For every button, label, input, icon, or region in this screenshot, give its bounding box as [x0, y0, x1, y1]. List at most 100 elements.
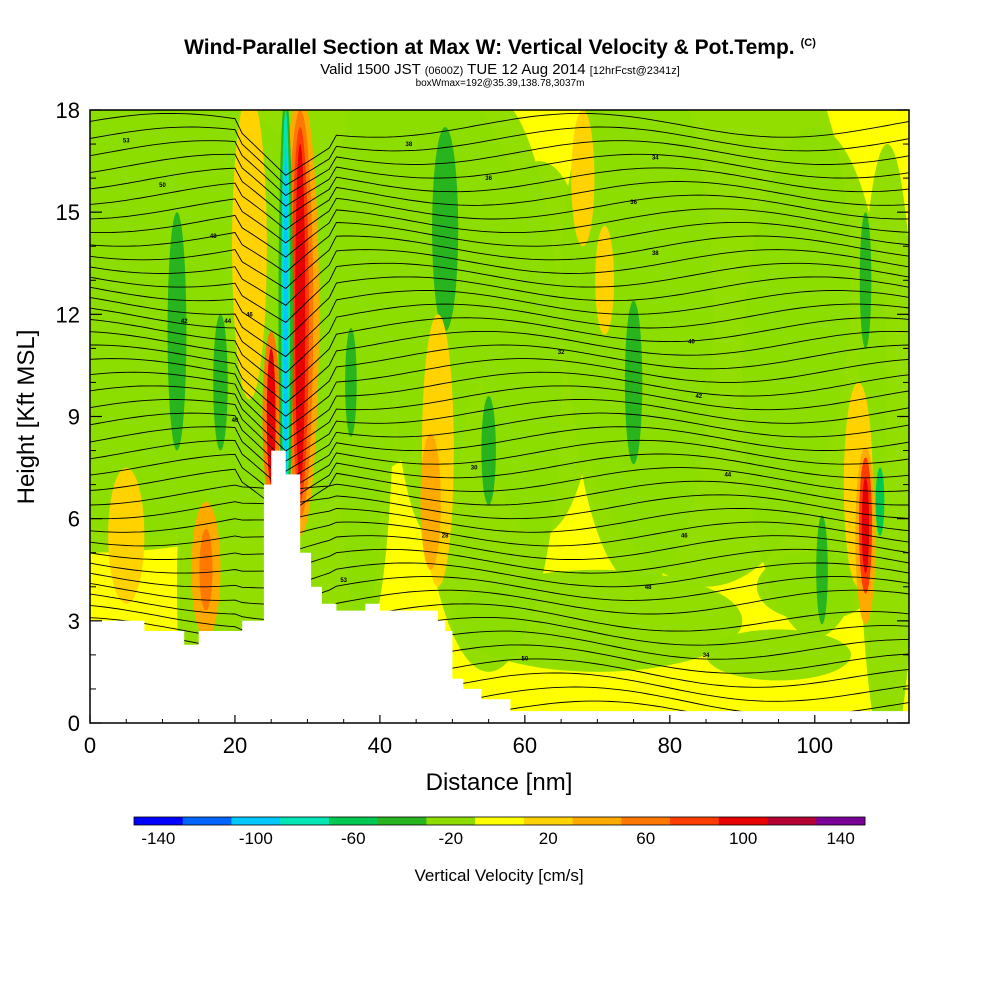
couplet-core	[266, 348, 276, 485]
theta-contour-line	[90, 548, 909, 574]
couplet-core	[875, 467, 885, 536]
colorbar-label: Vertical Velocity [cm/s]	[414, 866, 583, 885]
theta-contour-line	[90, 112, 909, 176]
y-tick-label: 12	[56, 302, 80, 327]
theta-contour-line	[90, 426, 909, 482]
contour-label: 34	[703, 653, 710, 659]
theta-contour-line	[90, 589, 909, 622]
downdraft-core	[213, 314, 228, 451]
contour-label: 38	[406, 142, 413, 148]
contour-label: 42	[695, 394, 702, 400]
downdraft-core	[481, 396, 496, 506]
contour-label: 36	[485, 176, 492, 182]
colorbar-swatch	[670, 817, 720, 825]
valid-zone: (0600Z)	[424, 65, 464, 77]
theta-contour-line	[90, 290, 909, 358]
contour-label: 48	[210, 234, 217, 240]
theta-contour-line	[90, 344, 909, 417]
theta-contour-line	[90, 317, 909, 389]
theta-contour-line	[90, 303, 909, 374]
theta-contour-line	[90, 562, 909, 589]
x-tick-label: 40	[368, 733, 392, 758]
contour-label: 44	[224, 319, 231, 325]
contour-label: 46	[681, 534, 688, 540]
theta-contour-line	[90, 371, 909, 441]
colorbar-tick-label: 140	[826, 829, 854, 848]
contour-label: 44	[724, 472, 731, 478]
theta-contour-line	[90, 508, 909, 533]
terrain-mask	[90, 450, 909, 723]
theta-contour-line	[90, 276, 909, 341]
contour-label: 34	[652, 156, 659, 162]
downdraft-core	[167, 212, 187, 451]
green-region	[452, 569, 743, 672]
theta-contour-line	[90, 167, 909, 218]
downdraft-core	[816, 515, 828, 625]
colorbar: -140 -100 -60 -20 20 60 100 140	[133, 816, 866, 848]
colorbar-swatch	[182, 817, 232, 825]
title-text: Wind-Parallel Section at Max W: Vertical…	[184, 36, 795, 59]
theta-contour-line	[90, 330, 909, 404]
y-tick-label: 15	[56, 200, 80, 225]
contour-label: 38	[652, 251, 659, 257]
colorbar-swatch	[523, 817, 573, 825]
colorbar-swatch	[767, 817, 817, 825]
updraft-region	[199, 528, 213, 611]
contour-label: 42	[181, 319, 188, 325]
green-region	[756, 552, 873, 621]
theta-contour-line	[90, 208, 909, 258]
theta-contour-line	[90, 603, 909, 637]
terrain	[90, 450, 909, 723]
colorbar-swatch	[280, 817, 330, 825]
colorbar-swatch	[572, 817, 622, 825]
contour-label: 32	[558, 350, 565, 356]
contour-label: 48	[645, 585, 652, 591]
title-mark: (C)	[800, 37, 816, 49]
y-tick-label: 18	[56, 98, 80, 123]
y-tick-label: 6	[68, 507, 80, 532]
theta-contour-line	[90, 358, 909, 430]
theta-contour-line	[90, 480, 909, 506]
colorbar-swatch	[328, 817, 378, 825]
theta-contour-line	[90, 453, 909, 504]
valid-time: Valid 1500 JST (0600Z) TUE 12 Aug 2014 […	[0, 61, 1000, 78]
theta-contour-line	[90, 194, 909, 244]
colorbar-swatch	[475, 817, 525, 825]
colorbar-swatch	[718, 817, 768, 825]
box-info: boxWmax=192@35.39,138.78,3037m	[415, 78, 585, 89]
x-tick-label: 20	[223, 733, 247, 758]
theta-contour-line	[90, 576, 909, 606]
contour-label: 50	[522, 656, 529, 662]
theta-contour-line	[90, 467, 909, 517]
x-tick-label: 100	[796, 733, 833, 758]
theta-contour-line	[90, 140, 909, 197]
couplet-core	[861, 477, 870, 574]
theta-contour-line	[90, 412, 909, 472]
colorbar-swatch	[134, 817, 184, 825]
theta-contour-line	[90, 235, 909, 290]
contour-label: 46	[246, 312, 253, 318]
theta-contour-line	[90, 521, 909, 547]
contour-label: 53	[340, 578, 347, 584]
theta-contour-line	[90, 385, 909, 452]
colorbar-swatch	[816, 817, 866, 825]
x-tick-label: 0	[84, 733, 96, 758]
colorbar-swatch	[426, 817, 476, 825]
contour-label: 28	[442, 534, 449, 540]
valid-forecast: [12hrFcst@2341z]	[589, 65, 680, 77]
downdraft-core	[345, 327, 357, 437]
theta-contour-line	[90, 249, 909, 306]
x-tick-label: 60	[513, 733, 537, 758]
y-tick-label: 0	[68, 711, 80, 736]
x-axis-label: Distance [nm]	[426, 769, 573, 796]
contour-label: 50	[159, 183, 166, 189]
y-tick-label: 3	[68, 609, 80, 634]
colorbar-tick-label: -100	[239, 829, 273, 848]
theta-contour-line	[90, 221, 909, 273]
y-axis-label: Height [Kft MSL]	[13, 330, 40, 505]
updraft-region	[232, 110, 267, 400]
chart-title: Wind-Parallel Section at Max W: Vertical…	[0, 36, 1000, 60]
contour-label: 40	[232, 418, 239, 424]
valid-date: TUE 12 Aug 2014	[467, 61, 586, 78]
